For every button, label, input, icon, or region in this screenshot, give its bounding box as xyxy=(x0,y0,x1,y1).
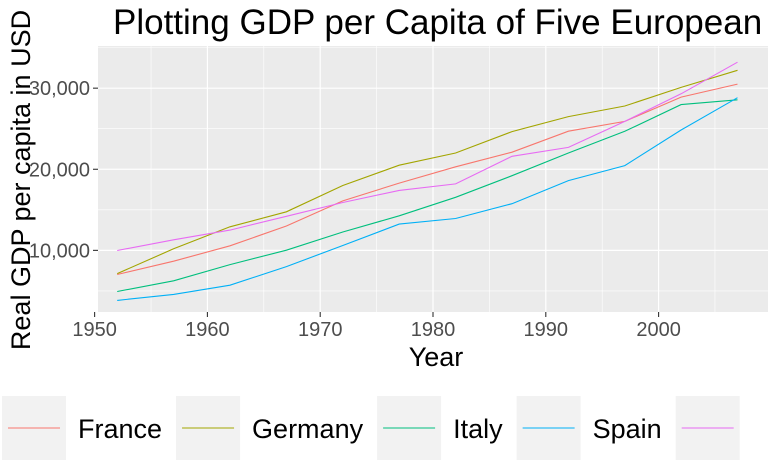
x-tick-labels: 1950 1960 1970 1980 1990 2000 xyxy=(72,319,680,341)
series-line-germany xyxy=(116,69,738,275)
series-lines xyxy=(116,61,738,301)
x-tick-label: 1950 xyxy=(72,319,117,341)
y-tick-labels: 10,000 20,000 30,000 xyxy=(29,78,90,262)
grid-major xyxy=(94,46,768,312)
legend-label-spain: Spain xyxy=(593,414,662,444)
series-line-series-5 xyxy=(117,61,738,252)
x-tick-label: 1990 xyxy=(524,319,569,341)
y-tick-label: 30,000 xyxy=(29,78,90,100)
y-tick-label: 10,000 xyxy=(29,240,90,262)
x-tick-label: 1970 xyxy=(298,319,343,341)
y-tick-label: 20,000 xyxy=(29,159,90,181)
y-axis-title: Real GDP per capita in USD xyxy=(6,10,36,350)
series-line-italy xyxy=(117,99,738,293)
legend: France Germany Italy Spain xyxy=(2,396,740,460)
x-tick-label: 2000 xyxy=(636,319,681,341)
x-axis-title: Year xyxy=(409,342,464,372)
legend-label-italy: Italy xyxy=(453,414,503,444)
legend-label-france: France xyxy=(78,414,162,444)
series-line-spain xyxy=(117,97,738,301)
x-tick-label: 1960 xyxy=(185,319,230,341)
axis-ticks xyxy=(93,87,660,317)
chart-title: Plotting GDP per Capita of Five European… xyxy=(113,3,770,42)
legend-label-germany: Germany xyxy=(252,414,364,444)
x-tick-label: 1980 xyxy=(411,319,456,341)
